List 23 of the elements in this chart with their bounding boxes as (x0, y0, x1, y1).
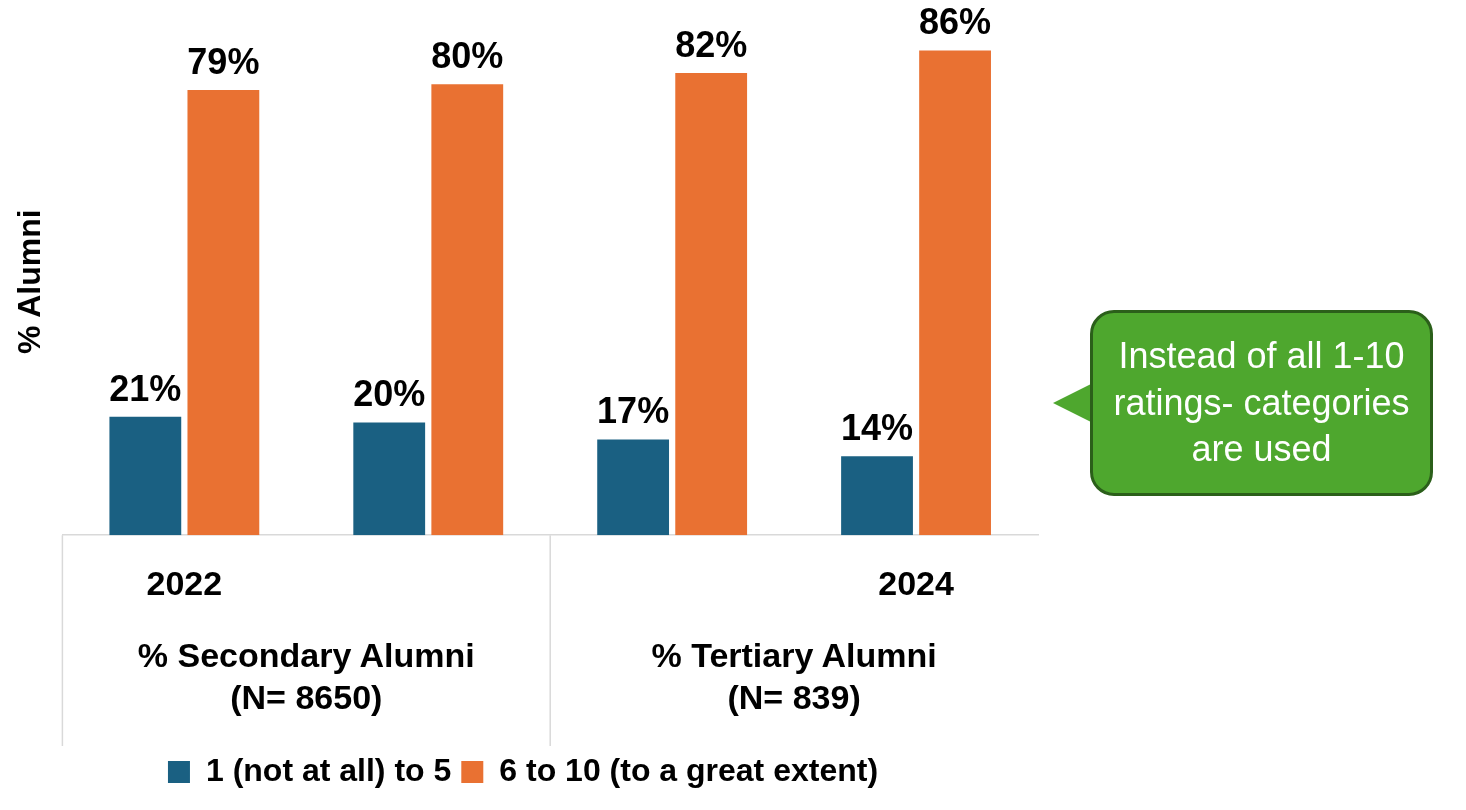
data-label: 14% (840, 407, 914, 449)
data-label: 82% (675, 24, 748, 66)
x-tick-label: 2024 (878, 563, 954, 602)
legend-label: 6 to 10 (to a great extent) (499, 751, 879, 788)
bar (187, 89, 260, 536)
legend-label: 1 (not at all) to 5 (205, 751, 452, 788)
bar (675, 73, 748, 536)
x-tick-label: 2022 (146, 563, 223, 602)
data-label: 17% (597, 390, 670, 432)
bar (109, 416, 182, 536)
data-label: 80% (431, 35, 504, 77)
text: % Secondary Alumni (N= 8650) (137, 635, 475, 716)
data-label: 79% (187, 40, 260, 82)
bar (841, 456, 913, 536)
text: % Tertiary Alumni (N= 839) (651, 635, 937, 716)
data-label: 86% (919, 1, 992, 43)
data-label: 21% (109, 367, 182, 409)
bar (353, 422, 426, 536)
data-label: 20% (353, 373, 426, 415)
y-axis-title: % Alumni (11, 209, 48, 354)
bar (431, 84, 504, 536)
bar (597, 439, 670, 536)
bar (919, 50, 991, 536)
